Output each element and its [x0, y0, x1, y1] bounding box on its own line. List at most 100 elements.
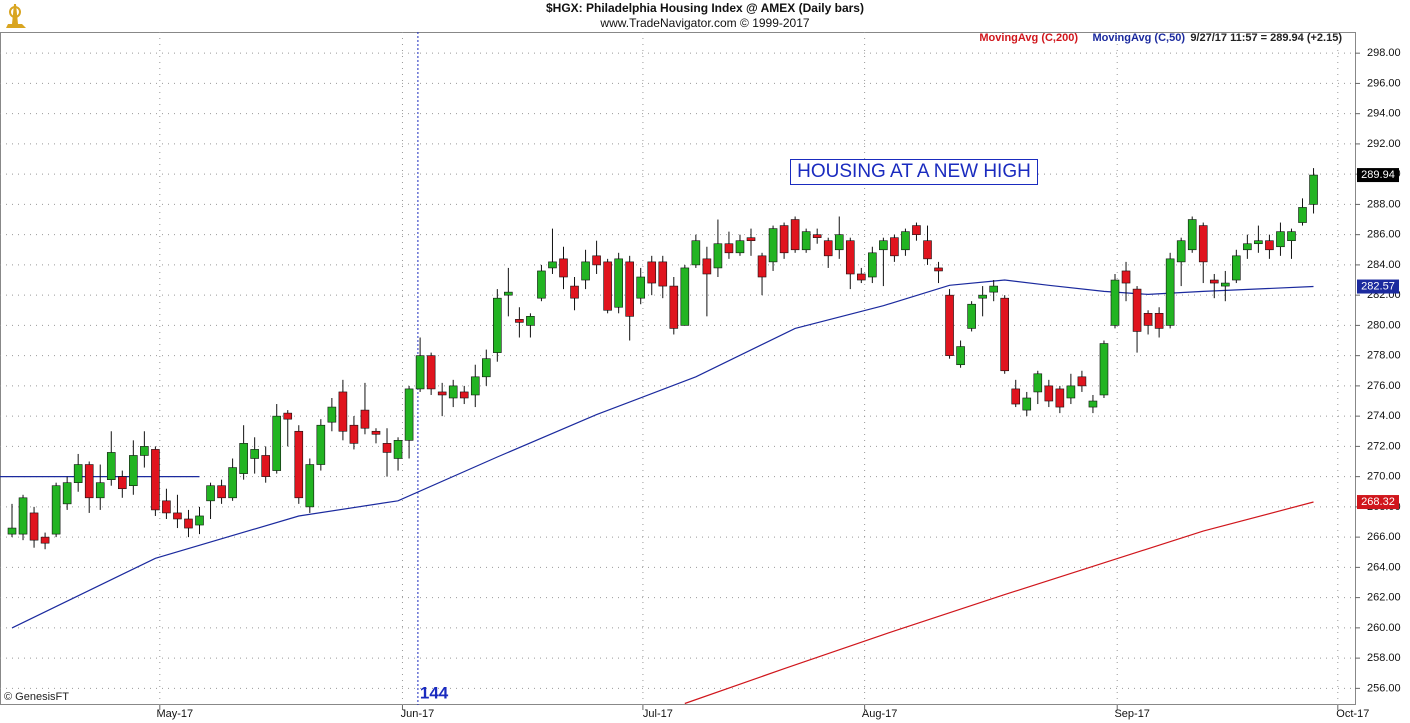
y-tick-label: 298.00 — [1367, 47, 1401, 59]
y-tick-label: 258.00 — [1367, 652, 1401, 664]
candle-body — [1232, 255, 1241, 281]
candle-body — [206, 485, 215, 502]
candle-body — [845, 240, 855, 275]
candle-body — [570, 285, 579, 299]
candle-body — [305, 464, 315, 508]
candle-body — [493, 297, 502, 353]
candle-body — [956, 346, 965, 366]
candle-body — [1154, 312, 1164, 329]
candle-body — [40, 536, 50, 544]
candle-body — [934, 267, 943, 272]
candle-body — [669, 285, 679, 329]
candle-body — [162, 500, 171, 514]
candle-body — [1198, 225, 1208, 263]
annotation: HOUSING AT A NEW HIGH — [797, 161, 1031, 182]
candle-body — [691, 240, 701, 266]
legend-entry: MovingAvg (C,50) — [1093, 32, 1186, 44]
y-tick-label: 270.00 — [1367, 471, 1401, 483]
candle-body — [823, 240, 833, 257]
candle-body — [1276, 231, 1285, 248]
candle-body — [757, 255, 767, 278]
candle-body — [51, 485, 61, 535]
candle-body — [636, 276, 646, 299]
candle-body — [1221, 282, 1230, 287]
candle-body — [95, 482, 105, 499]
last-value-label: 268.32 — [1361, 496, 1395, 508]
plot-frame — [0, 32, 1356, 705]
candle-body — [1176, 240, 1186, 263]
candle-body — [581, 261, 590, 281]
candle-body — [382, 443, 392, 453]
chart-title: $HGX: Philadelphia Housing Index @ AMEX … — [546, 1, 864, 15]
candle-body — [84, 464, 94, 499]
candle-body — [713, 243, 723, 269]
candle-body — [978, 294, 987, 299]
candle-body — [912, 225, 921, 235]
candle-body — [106, 452, 116, 480]
candle-body — [537, 270, 546, 299]
candle-body — [393, 440, 403, 459]
candle-body — [29, 512, 39, 541]
candle-body — [151, 449, 160, 511]
y-tick-label: 286.00 — [1367, 229, 1401, 241]
x-tick-label: Sep-17 — [1114, 708, 1149, 720]
y-tick-label: 264.00 — [1367, 561, 1401, 573]
candle-body — [592, 255, 601, 266]
candle-body — [1265, 240, 1274, 251]
y-tick-label: 294.00 — [1367, 108, 1401, 120]
last-price-box — [1357, 168, 1399, 183]
candle-body — [1165, 258, 1175, 326]
candle-body — [790, 219, 800, 251]
x-tick-label: Jun-17 — [401, 708, 435, 720]
status: 9/27/17 11:57 = 289.94 (+2.15) — [1190, 32, 1342, 44]
candle-body — [118, 476, 127, 490]
last-value-box — [1357, 279, 1399, 294]
candle-body — [129, 455, 138, 487]
x-tick-label: May-17 — [156, 708, 193, 720]
candle-body — [1110, 279, 1120, 326]
candle-body — [890, 237, 899, 257]
candle-body — [504, 291, 513, 296]
candle-body — [680, 267, 690, 326]
candle-body — [140, 446, 149, 456]
y-tick-label: 284.00 — [1367, 259, 1401, 271]
y-tick-label: 260.00 — [1367, 622, 1401, 634]
candle-body — [967, 303, 976, 329]
x-tick-label: Oct-17 — [1336, 708, 1369, 720]
candle-body — [1000, 297, 1010, 372]
candle-body — [437, 391, 447, 396]
y-tick-label: 266.00 — [1367, 531, 1401, 543]
candle-body — [1298, 207, 1307, 223]
candle-body — [801, 231, 811, 251]
candle-body — [1121, 270, 1131, 284]
y-tick-label: 280.00 — [1367, 319, 1401, 331]
candle-body — [857, 273, 866, 281]
candle-body — [1287, 231, 1296, 242]
y-tick-label: 296.00 — [1367, 77, 1401, 89]
candle-body — [1143, 312, 1153, 326]
last-value-label: 282.57 — [1361, 280, 1395, 292]
candle-body — [548, 261, 557, 269]
candle-body — [481, 358, 491, 378]
candle-body — [526, 316, 535, 326]
candle-body — [658, 261, 668, 287]
candle-body — [426, 355, 436, 390]
candle-body — [217, 485, 226, 499]
x-tick-label: Aug-17 — [862, 708, 897, 720]
candle-body — [195, 515, 204, 526]
plot — [0, 32, 1318, 705]
candle-body — [73, 464, 83, 483]
candle-body — [239, 443, 248, 474]
candle-body — [459, 391, 469, 399]
candle-body — [1088, 400, 1098, 408]
candle-body — [1132, 288, 1142, 332]
candle-body — [1022, 397, 1032, 411]
last-value-box — [1357, 495, 1399, 510]
candle-body — [834, 234, 844, 251]
candle-body — [945, 294, 954, 356]
candle-body — [647, 261, 657, 284]
candle-body — [879, 240, 888, 251]
candle-body — [360, 409, 370, 429]
candle-body — [1309, 174, 1318, 205]
